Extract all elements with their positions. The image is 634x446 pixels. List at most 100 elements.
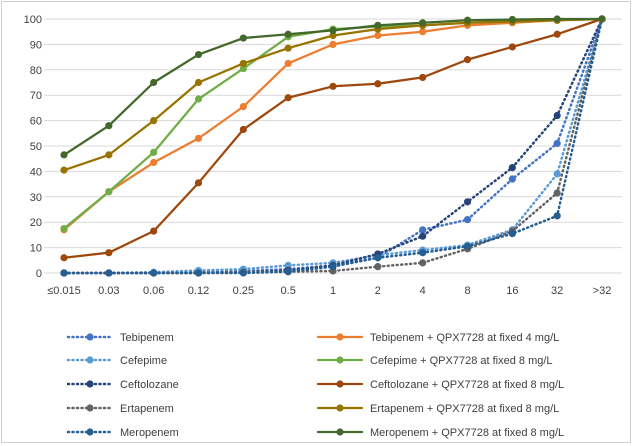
legend-swatch-marker [336, 404, 344, 412]
data-point [284, 44, 292, 52]
x-tick-label: 0.12 [188, 285, 209, 297]
data-point [105, 122, 113, 130]
y-tick-label: 80 [30, 65, 42, 77]
x-tick-label: 4 [420, 285, 426, 297]
data-point [508, 175, 516, 183]
data-point [194, 95, 203, 103]
data-point [194, 269, 203, 277]
data-point [60, 254, 68, 262]
x-tick-label: 32 [551, 285, 563, 297]
legend-entry: Cefepime [66, 355, 167, 367]
legend-label: Meropenem [120, 427, 179, 439]
data-point [553, 170, 561, 178]
x-tick-label: 8 [464, 285, 470, 297]
data-point [150, 148, 158, 156]
x-tick-label: 0.5 [281, 285, 296, 297]
data-point [239, 59, 247, 68]
data-point [239, 103, 247, 111]
data-point [419, 249, 427, 257]
y-tick-label: 60 [30, 116, 42, 128]
data-point [329, 40, 337, 49]
data-point [553, 189, 561, 197]
data-point [284, 94, 292, 102]
y-tick-label: 70 [30, 90, 42, 102]
data-point [60, 269, 68, 277]
x-tick-label: 16 [506, 285, 518, 297]
data-point [239, 64, 247, 73]
legend-entry: Ertapenem + QPX7728 at fixed 8 mg/L [316, 403, 559, 415]
data-point [60, 166, 68, 174]
legend-swatch-marker [86, 404, 94, 412]
data-point [374, 21, 382, 29]
legend-label: Meropenem + QPX7728 at fixed 8 mg/L [370, 427, 564, 439]
series-5 [60, 15, 606, 262]
x-tick-label: 1 [330, 285, 336, 297]
data-point [329, 82, 337, 90]
data-point [60, 151, 68, 159]
y-tick-label: 40 [30, 166, 42, 178]
data-point [553, 111, 561, 120]
x-axis-tick-labels: ≤0.015 0.03 0.06 0.12 0.25 0.5 1 2 4 8 16 32 >32 [47, 285, 611, 297]
data-point [329, 26, 337, 35]
data-point [508, 230, 516, 238]
legend-swatch-marker [336, 333, 344, 341]
data-point [150, 269, 158, 277]
data-point [553, 212, 561, 220]
data-point [508, 43, 516, 51]
data-point [419, 19, 427, 27]
legend-entry: Meropenem + QPX7728 at fixed 8 mg/L [316, 427, 564, 439]
gridlines [44, 18, 622, 274]
data-point [374, 80, 382, 88]
data-point [105, 188, 113, 196]
data-point [150, 227, 158, 235]
data-point [284, 268, 292, 276]
series-line [62, 17, 604, 231]
legend-entry: Cefepime + QPX7728 at fixed 8 mg/L [316, 355, 553, 367]
data-point [239, 34, 247, 42]
legend-entry: Ceftolozane + QPX7728 at fixed 8 mg/L [316, 379, 564, 391]
data-point [329, 263, 337, 271]
legend-swatch-marker [86, 428, 94, 436]
legend: Tebipenem Tebipenem + QPX7728 at fixed 4 … [66, 332, 564, 439]
data-point [419, 226, 427, 234]
data-point [150, 78, 158, 87]
legend-swatch-marker [336, 356, 344, 364]
data-point [463, 56, 472, 64]
data-point [105, 269, 113, 277]
data-point [239, 125, 247, 134]
legend-label: Ertapenem [120, 403, 174, 415]
legend-entry: Ertapenem [66, 403, 174, 415]
data-point [374, 263, 382, 271]
x-tick-label: 0.25 [233, 285, 254, 297]
legend-label: Tebipenem [120, 332, 174, 344]
legend-swatch-marker [336, 428, 344, 436]
data-point [508, 163, 516, 172]
data-point [239, 269, 247, 277]
data-point [60, 224, 68, 233]
y-axis-tick-labels: 0 10 20 30 40 50 60 70 80 90 100 [24, 14, 42, 280]
legend-label: Ceftolozane [120, 379, 179, 391]
legend-entry: Tebipenem + QPX7728 at fixed 4 mg/L [316, 332, 559, 344]
data-point [463, 16, 472, 24]
data-point [284, 30, 292, 38]
legend-swatch-marker [86, 380, 94, 388]
x-tick-label: 0.03 [98, 285, 119, 297]
y-tick-label: 100 [24, 14, 42, 26]
data-point [419, 259, 427, 267]
series-8 [60, 15, 606, 277]
y-tick-label: 90 [30, 39, 42, 51]
legend-entry: Meropenem [66, 427, 179, 439]
y-tick-label: 10 [30, 243, 42, 255]
x-tick-label: 2 [375, 285, 381, 297]
data-point [553, 30, 561, 38]
data-point [463, 216, 472, 224]
data-point [284, 59, 292, 68]
legend-entry: Ceftolozane [66, 379, 179, 391]
x-tick-label: 0.06 [143, 285, 164, 297]
legend-label: Ertapenem + QPX7728 at fixed 8 mg/L [370, 403, 559, 415]
series-9 [60, 15, 606, 159]
data-point [284, 261, 292, 269]
x-tick-label: ≤0.015 [47, 285, 81, 297]
series-1 [60, 15, 606, 234]
